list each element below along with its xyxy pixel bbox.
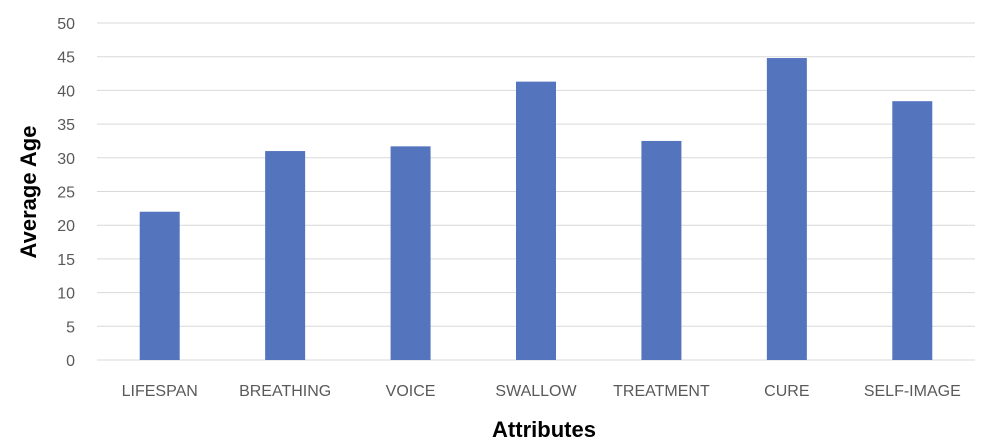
- x-tick-label: TREATMENT: [613, 383, 710, 400]
- bar-lifespan: [139, 211, 180, 360]
- bar-voice: [390, 146, 431, 360]
- y-tick-label: 30: [57, 151, 75, 168]
- x-axis-title: Attributes: [492, 417, 596, 442]
- y-tick-label: 25: [57, 185, 75, 202]
- y-tick-label: 45: [57, 50, 75, 67]
- bars: [139, 58, 933, 361]
- bar-treatment: [641, 140, 682, 360]
- y-tick-label: 50: [57, 16, 75, 33]
- y-tick-label: 20: [57, 218, 75, 235]
- x-tick-label: BREATHING: [239, 383, 331, 400]
- x-tick-label: LIFESPAN: [122, 383, 198, 400]
- y-tick-label: 35: [57, 117, 75, 134]
- x-tick-label: VOICE: [386, 383, 436, 400]
- y-tick-label: 40: [57, 83, 75, 100]
- x-tick-label: SELF-IMAGE: [864, 383, 961, 400]
- bar-cure: [766, 58, 807, 360]
- bar-self-image: [892, 101, 933, 361]
- x-axis-ticks: LIFESPAN BREATHING VOICE SWALLOW TREATMENT CU…: [122, 383, 961, 400]
- bar-breathing: [265, 151, 306, 360]
- x-tick-label: SWALLOW: [495, 383, 577, 400]
- y-tick-label: 15: [57, 252, 75, 269]
- x-tick-label: CURE: [764, 383, 809, 400]
- y-axis-ticks: 0 5 10 15 20 25 30 35 40 45 50: [57, 16, 75, 370]
- y-tick-label: 0: [66, 353, 75, 370]
- y-axis-title: Average Age: [16, 126, 41, 259]
- y-tick-label: 10: [57, 286, 75, 303]
- y-tick-label: 5: [66, 319, 75, 336]
- bar-swallow: [516, 81, 556, 360]
